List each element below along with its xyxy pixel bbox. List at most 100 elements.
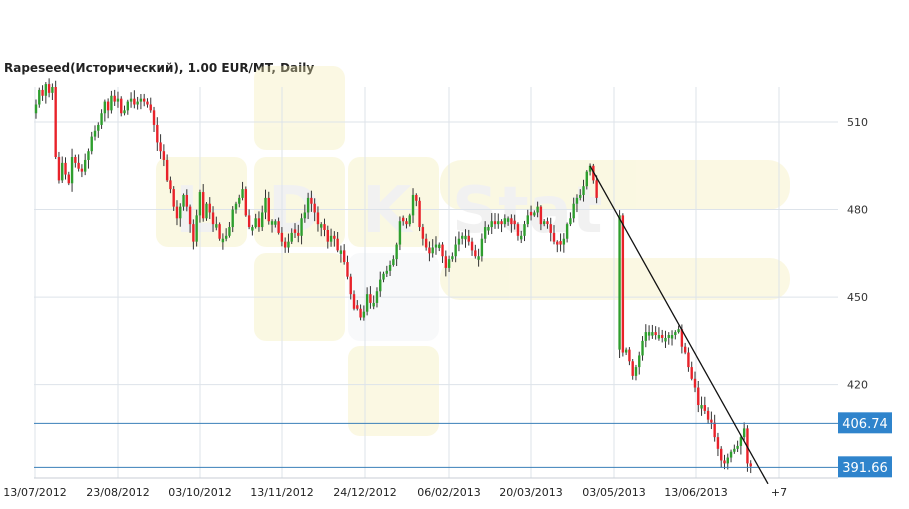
candle-down	[244, 189, 248, 216]
candle-down	[703, 405, 707, 411]
candle-up	[379, 279, 382, 292]
candle-down	[723, 460, 726, 464]
candle-up	[320, 224, 323, 228]
candle-up	[126, 101, 129, 111]
candle-up	[93, 130, 97, 137]
candle-down	[713, 422, 716, 438]
candle-up	[434, 244, 438, 248]
candle-up	[195, 215, 198, 242]
candle-down	[654, 332, 657, 336]
candle-down	[595, 180, 598, 198]
candle-up	[205, 203, 208, 219]
candle-down	[710, 419, 713, 423]
candle-down	[133, 98, 136, 105]
candle-up	[647, 332, 651, 336]
candle-up	[700, 405, 703, 409]
candle-up	[451, 256, 454, 260]
candle-down	[156, 124, 159, 143]
candle-up	[503, 218, 507, 225]
candle-up	[562, 238, 566, 245]
grid-lines	[34, 87, 838, 479]
candle-down	[690, 367, 693, 379]
candle-up	[457, 238, 461, 245]
candle-up	[461, 235, 464, 239]
candle-up	[523, 224, 526, 236]
candle-up	[306, 197, 310, 213]
candle-down	[41, 89, 44, 96]
candle-up	[565, 224, 569, 239]
candle-down	[493, 221, 497, 225]
y-axis: 420 450 480 510	[847, 116, 868, 392]
candle-down	[146, 101, 149, 105]
candle-down	[631, 361, 634, 376]
candle-down	[683, 346, 687, 353]
candle-up	[385, 270, 389, 274]
candle-up	[641, 340, 644, 356]
candle-down	[359, 308, 362, 318]
candle-down	[208, 203, 211, 213]
candle-up	[575, 197, 579, 204]
candle-up	[372, 302, 375, 307]
candle-up	[536, 206, 539, 213]
candle-up	[588, 165, 592, 172]
level-label: 391.66	[842, 461, 888, 476]
candle-down	[106, 101, 110, 111]
horizontal-levels: 406.74 391.66	[34, 412, 892, 478]
candle-up	[339, 250, 343, 254]
candle-up	[634, 367, 638, 376]
candle-up	[90, 136, 93, 152]
candle-down	[441, 244, 444, 257]
candle-down	[516, 224, 520, 236]
candle-down	[720, 448, 723, 461]
candle-up	[365, 294, 369, 312]
candles-series	[34, 78, 752, 474]
candle-down	[313, 203, 316, 213]
candle-down	[218, 224, 221, 239]
candle-up	[624, 349, 628, 353]
candle-up	[136, 101, 139, 105]
candle-up	[254, 218, 257, 228]
candle-up	[664, 337, 667, 342]
candle-down	[352, 294, 356, 309]
candle-down	[706, 410, 710, 420]
candle-down	[192, 224, 195, 242]
candle-down	[628, 349, 631, 362]
candle-up	[408, 215, 411, 225]
candle-down	[559, 241, 562, 245]
candle-up	[51, 87, 54, 93]
candle-down	[169, 180, 172, 190]
candle-down	[621, 215, 625, 353]
candle-up	[569, 218, 572, 225]
candle-down	[336, 238, 339, 251]
candle-up	[270, 221, 274, 225]
candle-up	[670, 335, 674, 339]
candle-up	[38, 89, 41, 105]
candle-up	[487, 227, 490, 231]
candle-up	[251, 227, 254, 231]
x-tick-label: +7	[771, 486, 787, 499]
x-tick-label: 24/12/2012	[333, 486, 396, 499]
candle-up	[70, 157, 74, 184]
candle-up	[103, 101, 107, 114]
candle-down	[149, 104, 152, 111]
candle-up	[231, 209, 234, 228]
x-tick-label: 03/10/2012	[168, 486, 231, 499]
candle-up	[480, 238, 484, 257]
candle-up	[520, 235, 523, 240]
candle-up	[497, 221, 500, 225]
candle-down	[552, 232, 556, 242]
candle-down	[142, 98, 146, 102]
candle-up	[123, 110, 126, 114]
candle-up	[83, 159, 87, 172]
candle-up	[224, 235, 228, 239]
candle-down	[401, 217, 405, 222]
candle-up	[274, 221, 277, 225]
trendline-group	[589, 165, 769, 485]
candle-up	[644, 332, 648, 341]
candle-up	[651, 332, 654, 336]
x-tick-label: 13/11/2012	[250, 486, 313, 499]
candle-down	[162, 151, 166, 160]
candle-down	[47, 84, 51, 93]
candle-down	[247, 215, 251, 228]
